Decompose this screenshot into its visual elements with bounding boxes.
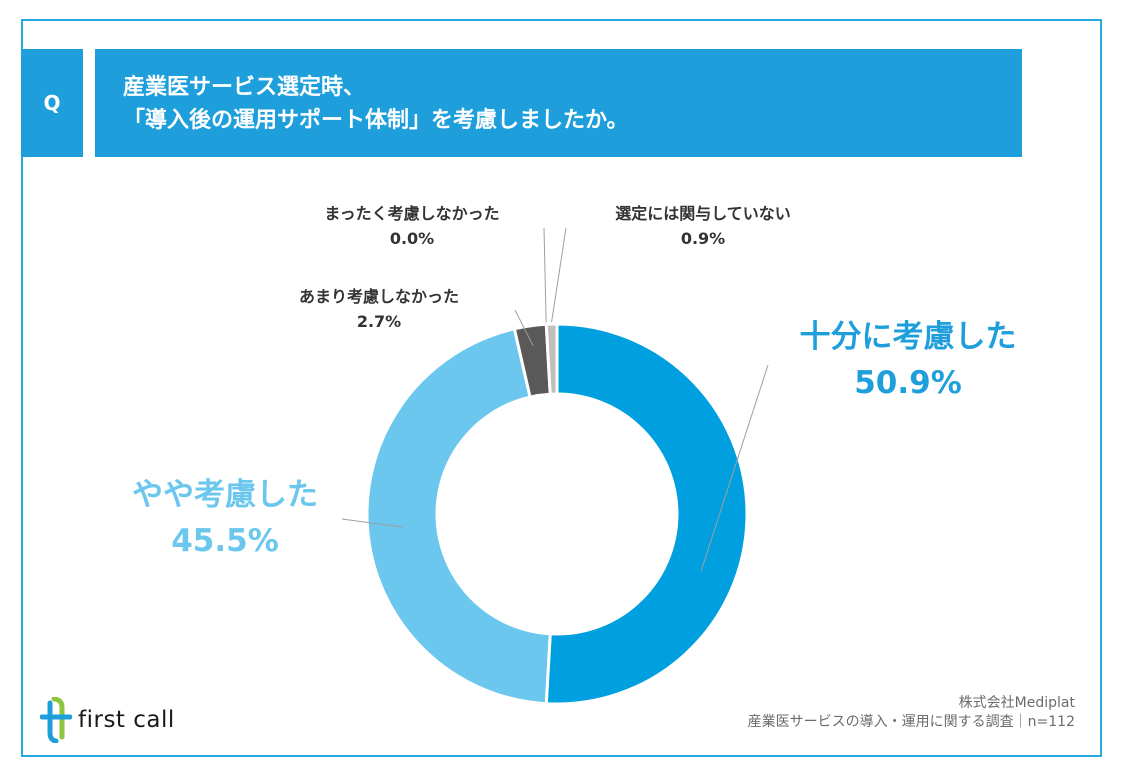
leader-line-2 [514,309,534,346]
slice-value-4: 0.9% [681,229,725,248]
slice-label-1: やや考慮した [132,477,318,513]
card-frame [21,19,1102,757]
leader-line-3 [543,227,547,323]
leader-line-4 [551,227,567,323]
slice-label-3: まったく考慮しなかった [324,204,499,223]
slice-value-3: 0.0% [390,229,434,248]
logo-text: first call [78,707,175,733]
title-line-1: 産業医サービス選定時、 [123,75,366,100]
slice-value-0: 50.9% [854,365,962,401]
slice-value-1: 45.5% [171,523,279,559]
slice-value-2: 2.7% [357,312,401,331]
donut-slice-1 [365,327,552,706]
slice-label-4: 選定には関与していない [615,204,791,223]
slice-label-0: 十分に考慮した [800,319,1017,355]
donut-slice-0 [544,322,749,706]
logo: first call [40,695,175,745]
first-call-cross-icon [40,697,72,743]
donut-slice-4 [544,322,559,396]
question-label: Q [43,91,61,115]
question-title: 産業医サービス選定時、 「導入後の運用サポート体制」を考慮しましたか。 [95,49,1022,157]
question-badge: Q [21,49,83,157]
title-line-2: 「導入後の運用サポート体制」を考慮しましたか。 [123,108,629,133]
slice-label-2: あまり考慮しなかった [299,287,459,306]
footer-survey: 産業医サービスの導入・運用に関する調査｜n=112 [747,714,1075,730]
footer-company: 株式会社Mediplat [958,695,1075,711]
leader-line-1 [341,518,403,528]
leader-line-0 [700,364,769,572]
footer: 株式会社Mediplat 産業医サービスの導入・運用に関する調査｜n=112 [748,694,1075,732]
